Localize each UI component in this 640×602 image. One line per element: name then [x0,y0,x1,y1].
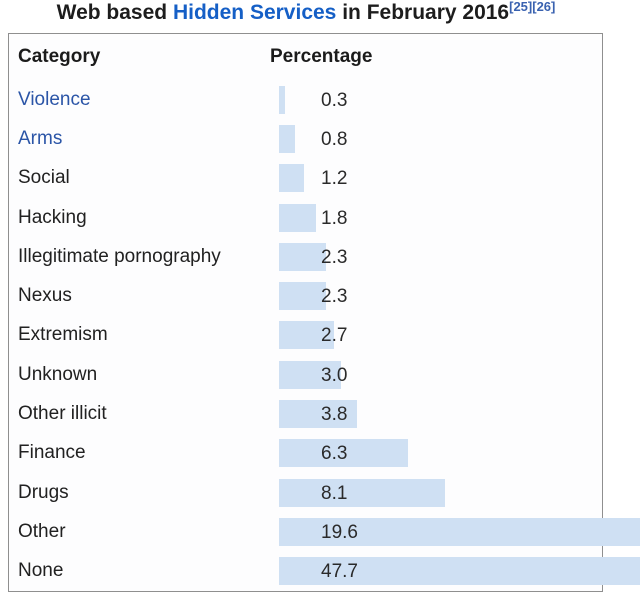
percentage-bar [279,518,640,547]
category-column-header: Category [18,46,101,67]
title-prefix: Web based [56,1,173,24]
percentage-cell: 2.3 [279,277,602,316]
table-row: Arms 0.8 [9,119,602,158]
percentage-cell: 3.0 [279,355,602,394]
percentage-value: 1.8 [321,207,348,229]
percentage-cell: 2.7 [279,316,602,355]
percentage-cell: 2.3 [279,237,602,276]
percentage-bar [279,400,357,429]
hidden-services-link[interactable]: Hidden Services [172,1,337,24]
title-suffix: in February 2016 [336,1,510,24]
percentage-value: 6.3 [321,443,348,465]
category-label: Unknown [18,363,98,385]
table-header-row: Category Percentage [9,34,602,80]
percentage-bar [279,478,446,507]
table-row: Extremism 2.7 [9,316,602,355]
percentage-value: 8.1 [321,482,348,504]
category-label: None [18,560,64,582]
percentage-value: 19.6 [321,521,358,543]
table-row: Nexus 2.3 [9,277,602,316]
chart-title: Web based Hidden Services in February 20… [0,0,612,25]
percentage-value: 47.7 [321,561,358,583]
table-row: Other 19.6 [9,512,640,551]
table-row: Drugs 8.1 [9,473,602,512]
table-row: Hacking 1.8 [9,198,602,237]
percentage-value: 0.3 [321,89,348,111]
category-label: Nexus [18,285,72,307]
percentage-cell: 6.3 [279,434,602,473]
category-label: Other [18,521,66,543]
category-label: Extremism [18,324,108,346]
percentage-column-header: Percentage [270,46,373,67]
table-row: Social 1.2 [9,159,602,198]
percentage-bar [279,203,316,232]
percentage-bar [279,282,327,311]
category-label: Hacking [18,206,87,228]
table-row: Illegitimate pornography 2.3 [9,237,602,276]
percentage-cell: 47.7 [279,552,640,591]
percentage-bar [279,321,335,350]
percentage-value: 2.3 [321,286,348,308]
category-label[interactable]: Violence [18,88,91,110]
percentage-cell: 0.3 [279,80,602,119]
category-label: Drugs [18,481,69,503]
percentage-cell: 1.8 [279,198,602,237]
percentage-value: 3.8 [321,403,348,425]
table-row: Other illicit 3.8 [9,394,602,433]
category-label[interactable]: Arms [18,127,63,149]
percentage-cell: 19.6 [279,512,640,551]
table-row: Unknown 3.0 [9,355,602,394]
category-label: Finance [18,442,86,464]
percentage-cell: 3.8 [279,394,602,433]
percentage-bar [279,439,409,468]
category-label: Other illicit [18,403,107,425]
table-row: Finance 6.3 [9,434,602,473]
percentage-bar [279,85,286,114]
reference-link-25[interactable]: [25] [509,0,533,14]
data-table: Category Percentage Violence 0.3 Arms 0.… [8,33,640,592]
percentage-value: 1.2 [321,168,348,190]
percentage-bar [279,124,296,153]
percentage-cell: 0.8 [279,119,602,158]
percentage-value: 0.8 [321,128,348,150]
table-row: Violence 0.3 [9,80,602,119]
percentage-value: 2.7 [321,325,348,347]
category-label: Social [18,167,70,189]
percentage-bar [279,360,341,389]
percentage-value: 3.0 [321,364,348,386]
category-label: Illegitimate pornography [18,245,221,267]
reference-link-26[interactable]: [26] [532,0,556,14]
percentage-cell: 1.2 [279,159,602,198]
percentage-bar [279,164,304,193]
table-row: None 47.7 [9,552,640,591]
percentage-cell: 8.1 [279,473,602,512]
percentage-bar [279,557,640,586]
percentage-bar [279,242,327,271]
percentage-value: 2.3 [321,246,348,268]
